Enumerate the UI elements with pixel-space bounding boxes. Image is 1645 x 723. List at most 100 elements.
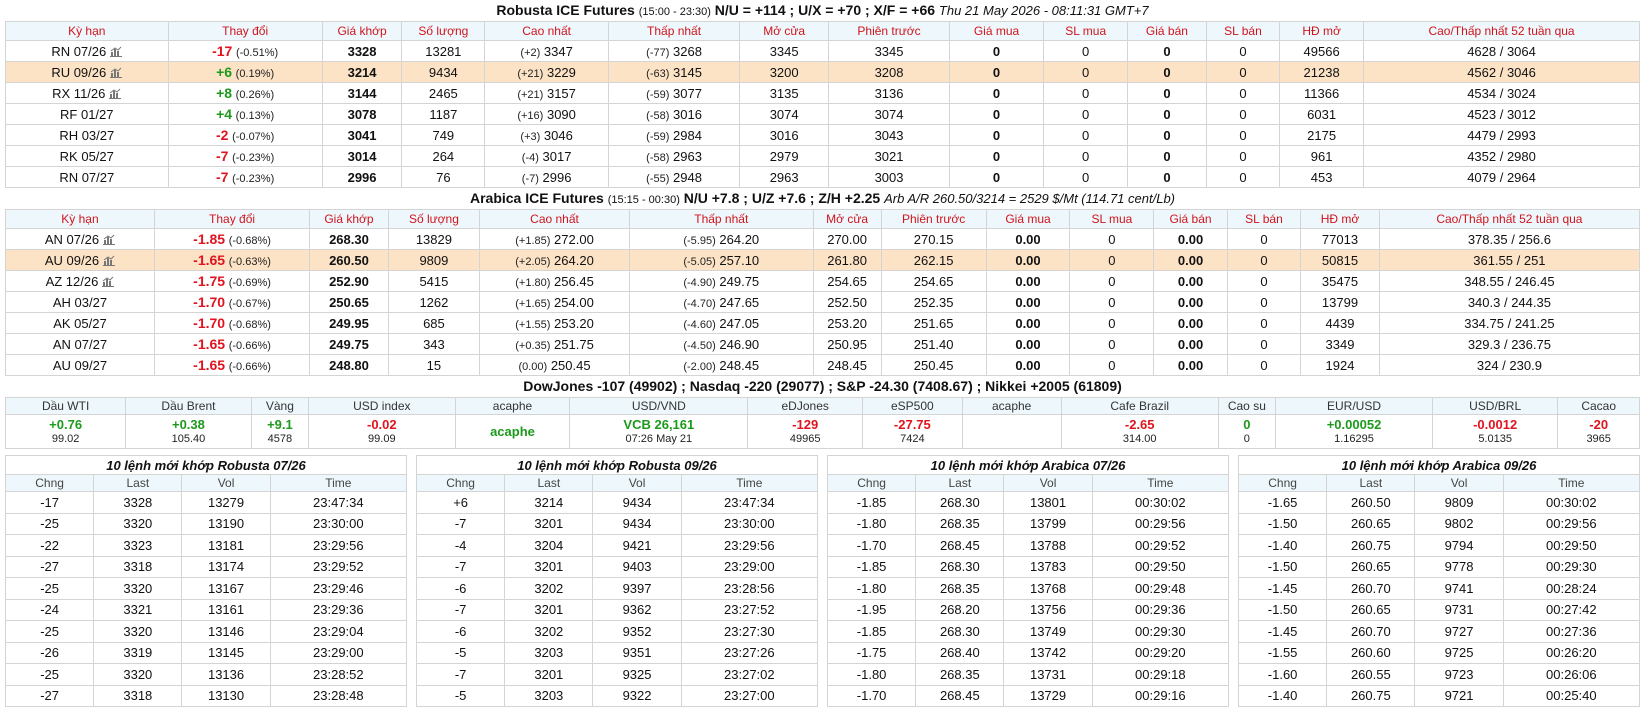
trade-row: -1.50 260.65 9802 00:29:56 [1237,512,1641,535]
column-header: Kỳ hạn [5,209,155,229]
column-header: Giá mua [948,21,1045,41]
cell: -1.50 [1237,512,1328,535]
cell: 261.80 [812,249,882,271]
cell: 00:29:48 [1091,577,1230,600]
contract-name: RF 01/27 [60,106,114,122]
column-header: SL mua [1043,21,1129,41]
value: (0.19%) [235,68,275,80]
header-row: Chng Last Vol Time [1237,474,1641,492]
cell: 0.00 [1153,291,1228,313]
cell: 2996 [321,166,403,188]
cell: 13130 [181,684,271,707]
cell: 00:30:02 [1502,491,1641,514]
column-header: Vol [1003,474,1093,492]
column-header: SL bán [1205,21,1281,41]
value: 3144 [347,85,377,101]
market-label: Cao su [1217,397,1277,415]
cell: 3043 [828,124,950,146]
cell: 3041 [321,124,403,146]
value: 3208 [874,64,904,80]
chart-icon[interactable] [102,276,115,287]
cell: 23:29:52 [269,555,408,578]
cell: 378.35 / 256.6 [1378,228,1641,250]
cell: 23:27:26 [680,641,819,664]
cell: 254.65 [812,270,882,292]
cell: 0 [1205,166,1281,188]
cell: 260.75 [1326,684,1416,707]
value: 3345 [874,43,904,59]
cell: (-77) 3268 [607,40,741,62]
chart-icon[interactable] [109,88,122,99]
market-value: +0.38 [171,416,205,432]
contract-row: RX 11/26 +8 (0.26%) 3144 2465 (+21) 3157 (-59… [5,82,1640,104]
cell: -26 [4,641,95,664]
cell: 00:30:02 [1091,491,1230,514]
market-value: -0.0012 [1473,416,1518,432]
cell: 4562 / 3046 [1363,61,1640,83]
cell: 268.30 [915,620,1005,643]
value: 4439 [1325,315,1355,331]
value: 246.90 [719,336,760,352]
market-value: VCB 26,161 [623,416,695,432]
value: 0 [1108,357,1116,373]
title-row: 10 lệnh mới khớp Robusta 09/26 [416,455,818,475]
cell: 13756 [1003,598,1093,621]
value: 0 [1108,315,1116,331]
cell: 4352 / 2980 [1363,145,1640,167]
cell: 3003 [828,166,950,188]
cell: 23:47:34 [269,491,408,514]
spreads: N/U = +114 ; U/X = +70 ; X/F = +66 [714,2,936,18]
value: 251.75 [554,336,594,352]
cell: 0.00 [1153,228,1228,250]
value: (+2) [520,46,541,59]
cell: 0 [1043,145,1129,167]
chart-icon[interactable] [103,255,116,266]
column-header: HĐ mở [1279,21,1365,41]
contract-name: AU 09/26 [44,252,100,268]
cell: 0.00 [1153,270,1228,292]
value: 0 [1163,148,1171,164]
column-header: Thấp nhất [607,21,741,41]
futures-table: Kỳ hạn Thay đổi Giá khớp Số lượng Cao nhất Th… [5,209,1641,376]
cell: 3323 [93,534,183,557]
value: 0 [1108,336,1116,352]
trade-row: -27 3318 13130 23:28:48 [4,684,408,707]
cell: 260.65 [1326,512,1416,535]
value: 0 [1108,294,1116,310]
market-sub: 4578 [267,432,293,445]
column-header: Số lượng [401,21,486,41]
cell: (-7) 2996 [484,166,609,188]
value: (-55) [646,172,670,185]
cell: 0 [1069,228,1155,250]
value: 0 [992,85,1001,101]
title-row: 10 lệnh mới khớp Arabica 09/26 [1238,455,1640,475]
cell: +8 (0.26%) [167,82,323,104]
cell: 3201 [504,663,594,686]
value: 264.20 [554,252,594,268]
cell: -1.85 (-0.68%) [153,228,311,250]
cell: 252.90 [309,270,389,292]
cell: 0 [1205,40,1281,62]
value: -1.65 [193,336,226,352]
cell: 23:29:36 [269,598,408,621]
cell: 3319 [93,641,183,664]
trade-row: -6 3202 9397 23:28:56 [415,577,819,600]
value: 2996 [347,169,377,185]
value: 0 [992,148,1001,164]
cell: (+21) 3229 [484,61,609,83]
value: 5415 [419,273,449,289]
cell: 0.00 [985,270,1071,292]
value: 2963 [769,169,799,185]
chart-icon[interactable] [110,67,123,78]
value: 249.95 [329,315,369,331]
cell: 251.65 [880,312,987,334]
value: 3214 [347,64,377,80]
value: 0 [1239,127,1247,143]
cell: 0 [1069,249,1155,271]
chart-icon[interactable] [103,234,116,245]
cell: 0 [1127,124,1207,146]
contract-name: RU 09/26 [51,64,107,80]
cell: +6 (0.19%) [167,61,323,83]
value: 3157 [546,85,576,101]
chart-icon[interactable] [110,46,123,57]
